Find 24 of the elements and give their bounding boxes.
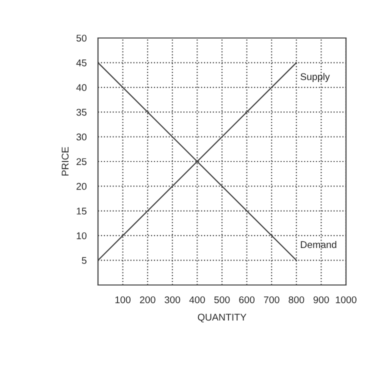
x-tick-label: 900: [314, 296, 329, 304]
y-tick-label: 45: [76, 60, 86, 66]
y-tick-label: 10: [76, 232, 87, 240]
y-tick-label: 5: [82, 257, 86, 264]
y-tick-label: 50: [76, 34, 87, 42]
x-tick-label: 1000: [336, 296, 356, 304]
y-tick-label: 30: [76, 134, 87, 140]
x-axis-title: QUANTITY: [198, 314, 246, 322]
x-tick-label: 700: [264, 296, 280, 304]
x-tick-label: 200: [140, 296, 156, 304]
series-label: Supply: [300, 72, 330, 82]
y-tick-label: 40: [76, 84, 87, 92]
y-tick-label: 20: [76, 182, 87, 190]
x-tick-label: 400: [189, 296, 205, 304]
y-axis-title: PRICE: [62, 147, 69, 176]
y-tick-label: 25: [76, 158, 86, 166]
y-tick-label: 15: [76, 208, 86, 215]
x-tick-label: 300: [164, 296, 180, 304]
x-tick-label: 800: [288, 296, 304, 304]
series-label: Demand: [300, 240, 336, 248]
y-tick-label: 35: [76, 108, 86, 116]
x-tick-label: 500: [214, 296, 230, 304]
x-tick-label: 100: [115, 296, 131, 304]
x-tick-label: 600: [239, 296, 255, 304]
